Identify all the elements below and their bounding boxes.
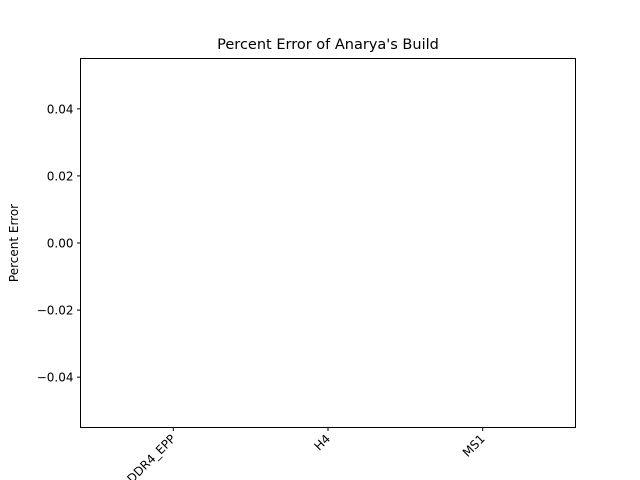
y-tick-label: 0.04 [47,102,74,116]
x-tick-label-h4: H4 [311,432,333,454]
y-tick-label: −0.02 [37,304,74,318]
chart-title: Percent Error of Anarya's Build [217,37,439,53]
y-axis-label: Percent Error [7,204,21,282]
y-tick-label: 0.00 [47,237,74,251]
x-tick-label-ddr4_epp: DDR4_EPP [124,432,178,480]
x-ticks: DDR4_EPP H4 MS1 [124,427,488,480]
plot-frame [80,58,576,428]
x-tick-label-ms1: MS1 [460,432,488,460]
y-tick-label: 0.02 [47,169,74,183]
y-tick-label: −0.04 [37,371,74,385]
y-ticks: 0.04 0.02 0.00 −0.02 −0.04 [37,102,81,385]
